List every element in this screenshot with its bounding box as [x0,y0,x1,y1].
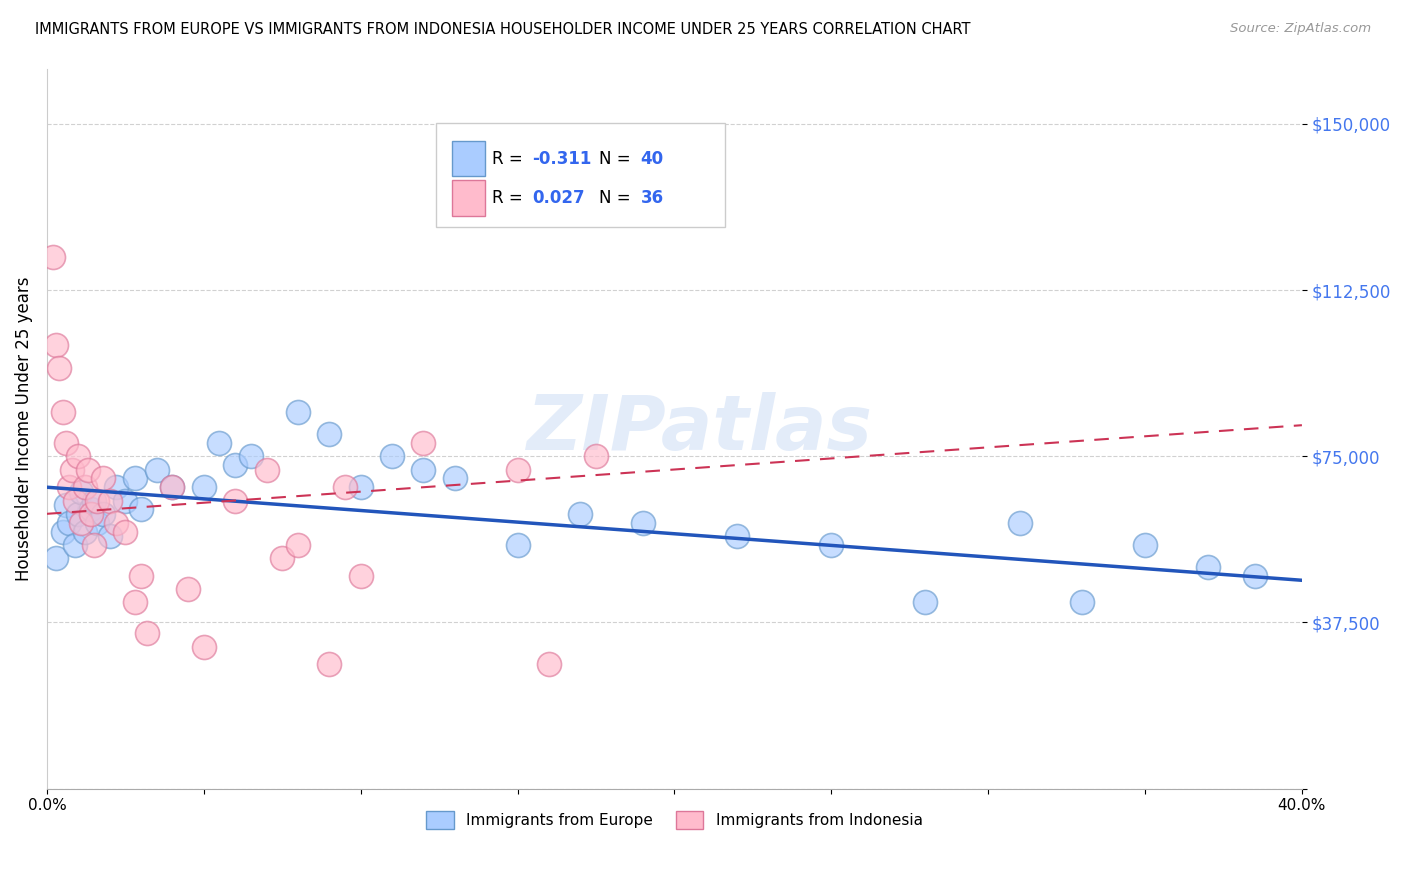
Point [83,538,105,552]
Point [124,471,146,485]
Point [1071,595,1094,609]
Point [1243,569,1265,583]
Point [443,471,465,485]
Text: R =: R = [492,189,529,207]
Point [58,516,80,530]
Point [537,657,560,672]
Point [350,480,373,494]
Point [124,595,146,609]
Point [45,551,67,566]
Text: 40: 40 [641,150,664,168]
Point [208,436,231,450]
FancyBboxPatch shape [436,122,724,227]
Point [506,538,529,552]
Point [224,493,246,508]
Point [193,640,215,654]
Point [63,493,86,508]
Point [287,405,309,419]
Point [506,462,529,476]
Text: R =: R = [492,150,529,168]
Point [631,516,654,530]
Point [162,480,184,494]
Point [129,502,152,516]
Point [381,449,404,463]
Point [55,436,77,450]
Point [70,516,93,530]
Point [73,524,96,539]
Point [350,569,373,583]
Point [48,360,70,375]
Point [914,595,936,609]
Legend: Immigrants from Europe, Immigrants from Indonesia: Immigrants from Europe, Immigrants from … [420,805,928,835]
Point [83,493,105,508]
Point [104,480,127,494]
Point [239,449,262,463]
Point [52,524,75,539]
Point [569,507,592,521]
Point [55,498,77,512]
Point [45,338,67,352]
Point [333,480,356,494]
Text: 36: 36 [641,189,664,207]
Point [412,462,434,476]
Point [193,480,215,494]
Point [136,626,159,640]
Point [1133,538,1156,552]
Text: -0.311: -0.311 [533,150,592,168]
Point [86,493,108,508]
Point [98,493,121,508]
Point [318,657,340,672]
Point [67,449,90,463]
Point [129,569,152,583]
Point [63,538,86,552]
Point [52,405,75,419]
Point [1008,516,1031,530]
Point [76,462,98,476]
Point [318,427,340,442]
Text: Source: ZipAtlas.com: Source: ZipAtlas.com [1230,22,1371,36]
Point [224,458,246,472]
Point [67,507,90,521]
Text: N =: N = [599,189,636,207]
Point [73,480,96,494]
Point [256,462,278,476]
Point [114,493,136,508]
Point [104,516,127,530]
Text: N =: N = [599,150,636,168]
Point [58,480,80,494]
Point [42,250,65,264]
Point [80,507,103,521]
Point [162,480,184,494]
Point [820,538,842,552]
Point [93,471,115,485]
Point [86,516,108,530]
Point [177,582,200,596]
Point [1197,560,1219,574]
Point [271,551,294,566]
FancyBboxPatch shape [453,180,485,216]
Text: 0.027: 0.027 [533,189,585,207]
Point [287,538,309,552]
Point [60,462,83,476]
Point [80,502,103,516]
Text: IMMIGRANTS FROM EUROPE VS IMMIGRANTS FROM INDONESIA HOUSEHOLDER INCOME UNDER 25 : IMMIGRANTS FROM EUROPE VS IMMIGRANTS FRO… [35,22,970,37]
FancyBboxPatch shape [453,141,485,176]
Point [412,436,434,450]
Point [585,449,607,463]
Point [98,529,121,543]
Text: ZIPatlas: ZIPatlas [526,392,873,466]
Point [725,529,748,543]
Point [93,507,115,521]
Point [145,462,167,476]
Y-axis label: Householder Income Under 25 years: Householder Income Under 25 years [15,277,32,581]
Point [114,524,136,539]
Point [70,484,93,499]
